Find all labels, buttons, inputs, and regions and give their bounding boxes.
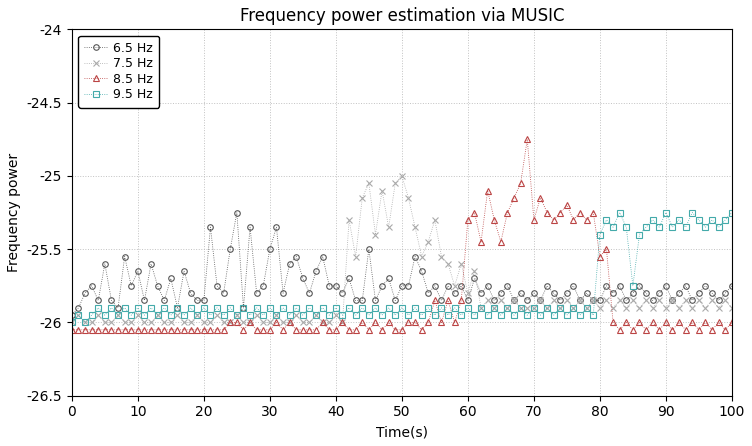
9.5 Hz (68, 320, 77, 325)
6.5 Hz (536, 298, 545, 303)
8.5 Hz (523, 136, 532, 142)
7.5 Hz (569, 305, 578, 310)
7.5 Hz (536, 298, 545, 303)
9.5 Hz (562, 313, 572, 318)
7.5 Hz (232, 313, 241, 318)
9.5 Hz (371, 305, 380, 310)
7.5 Hz (727, 305, 736, 310)
6.5 Hz (232, 210, 241, 215)
8.5 Hz (463, 217, 472, 223)
Title: Frequency power estimation via MUSIC: Frequency power estimation via MUSIC (240, 7, 564, 25)
7.5 Hz (470, 268, 479, 274)
9.5 Hz (727, 210, 736, 215)
6.5 Hz (727, 283, 736, 289)
Line: 6.5 Hz: 6.5 Hz (69, 210, 735, 318)
6.5 Hz (68, 313, 77, 318)
9.5 Hz (529, 305, 538, 310)
8.5 Hz (68, 327, 77, 332)
7.5 Hz (397, 173, 406, 178)
Line: 9.5 Hz: 9.5 Hz (69, 210, 735, 325)
Y-axis label: Frequency power: Frequency power (7, 153, 21, 272)
7.5 Hz (371, 232, 380, 237)
6.5 Hz (378, 283, 387, 289)
7.5 Hz (114, 313, 123, 318)
6.5 Hz (239, 305, 248, 310)
7.5 Hz (68, 320, 77, 325)
9.5 Hz (232, 313, 241, 318)
6.5 Hz (470, 276, 479, 281)
8.5 Hz (371, 320, 380, 325)
8.5 Hz (536, 195, 545, 201)
Line: 8.5 Hz: 8.5 Hz (69, 136, 735, 333)
9.5 Hz (114, 313, 123, 318)
9.5 Hz (463, 305, 472, 310)
9.5 Hz (615, 210, 624, 215)
X-axis label: Time(s): Time(s) (376, 425, 428, 439)
6.5 Hz (114, 305, 123, 310)
8.5 Hz (727, 320, 736, 325)
Line: 7.5 Hz: 7.5 Hz (69, 173, 735, 325)
8.5 Hz (232, 320, 241, 325)
8.5 Hz (569, 217, 578, 223)
6.5 Hz (569, 283, 578, 289)
8.5 Hz (114, 327, 123, 332)
Legend: 6.5 Hz, 7.5 Hz, 8.5 Hz, 9.5 Hz: 6.5 Hz, 7.5 Hz, 8.5 Hz, 9.5 Hz (78, 36, 159, 107)
